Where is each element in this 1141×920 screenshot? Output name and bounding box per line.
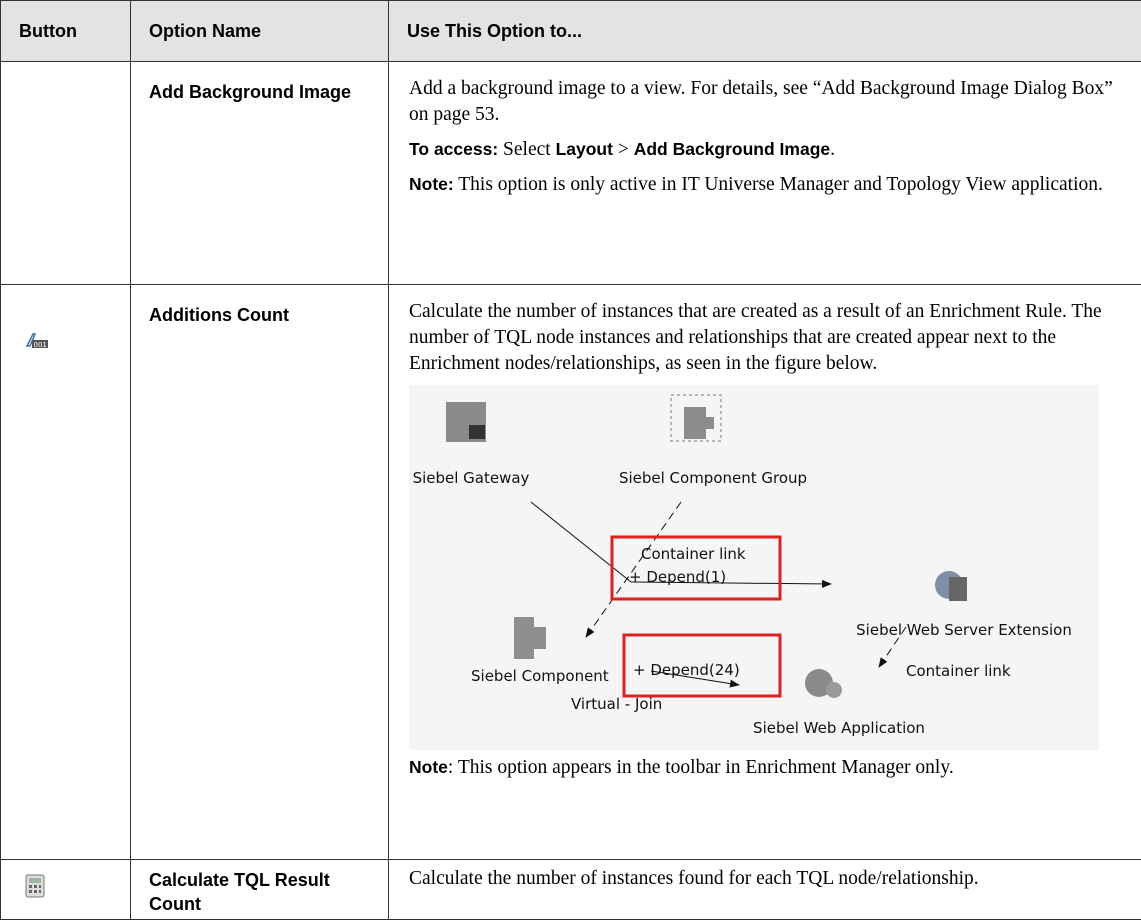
text: Add a background image to a view. For de… (409, 78, 1113, 125)
figure-label: Siebel Component (471, 667, 609, 685)
figure-label: Container link (906, 662, 1011, 680)
paragraph: Calculate the number of instances that a… (409, 299, 1119, 377)
paragraph: Note: This option is only active in IT U… (409, 171, 1119, 198)
text: : This option appears in the toolbar in … (448, 757, 954, 778)
text: Select (498, 139, 555, 160)
header-row: Button Option Name Use This Option to... (1, 1, 1141, 62)
text: This option is only active in IT Univers… (454, 174, 1103, 195)
header-cell: Use This Option to... (389, 1, 1141, 62)
figure-label: Siebel Web Server Extension (856, 621, 1072, 639)
text: . (830, 139, 835, 160)
option-name: Calculate TQL Result Count (131, 860, 389, 920)
description: Add a background image to a view. For de… (389, 62, 1141, 285)
text: Calculate the number of instances that a… (409, 301, 1102, 374)
bold-text: Layout (556, 139, 613, 159)
additions-count-icon[interactable]: 001 (25, 331, 49, 351)
figure-label: Siebel Component Group (619, 469, 807, 487)
figure: Siebel Gateway Siebel Component Group Co… (409, 385, 1099, 750)
paragraph: To access: Select Layout > Add Backgroun… (409, 136, 1119, 163)
button-cell: 001 (1, 285, 131, 860)
svg-text:001: 001 (34, 341, 47, 349)
header-cell: Button (1, 1, 131, 62)
figure-label: Siebel Web Application (753, 719, 925, 737)
paragraph: Calculate the number of instances found … (409, 866, 1119, 892)
row: Calculate TQL Result Count Calculate the… (1, 860, 1141, 920)
row: Add Background Image Add a background im… (1, 62, 1141, 285)
text: Calculate the number of instances found … (409, 868, 979, 889)
bold-text: To access: (409, 139, 498, 159)
option-name: Add Background Image (131, 62, 389, 285)
figure-label: + Depend(24) (633, 661, 740, 679)
figure-label: Virtual - Join (571, 695, 662, 713)
button-cell (1, 860, 131, 920)
figure-label: + Depend(1) (629, 568, 726, 586)
paragraph: Note: This option appears in the toolbar… (409, 754, 1119, 781)
option-name: Additions Count (131, 285, 389, 860)
text: > (613, 139, 634, 160)
figure-label: Siebel Gateway (413, 469, 530, 487)
description: Calculate the number of instances that a… (389, 285, 1141, 860)
description: Calculate the number of instances found … (389, 860, 1141, 920)
figure-label: Container link (641, 545, 746, 563)
header-cell: Option Name (131, 1, 389, 62)
bold-text: Note (409, 757, 448, 777)
row: 001 Additions Count Calculate the number… (1, 285, 1141, 860)
calculator-icon[interactable] (25, 874, 45, 898)
bold-text: Note: (409, 174, 454, 194)
paragraph: Add a background image to a view. For de… (409, 76, 1119, 128)
bold-text: Add Background Image (634, 139, 830, 159)
button-cell (1, 62, 131, 285)
